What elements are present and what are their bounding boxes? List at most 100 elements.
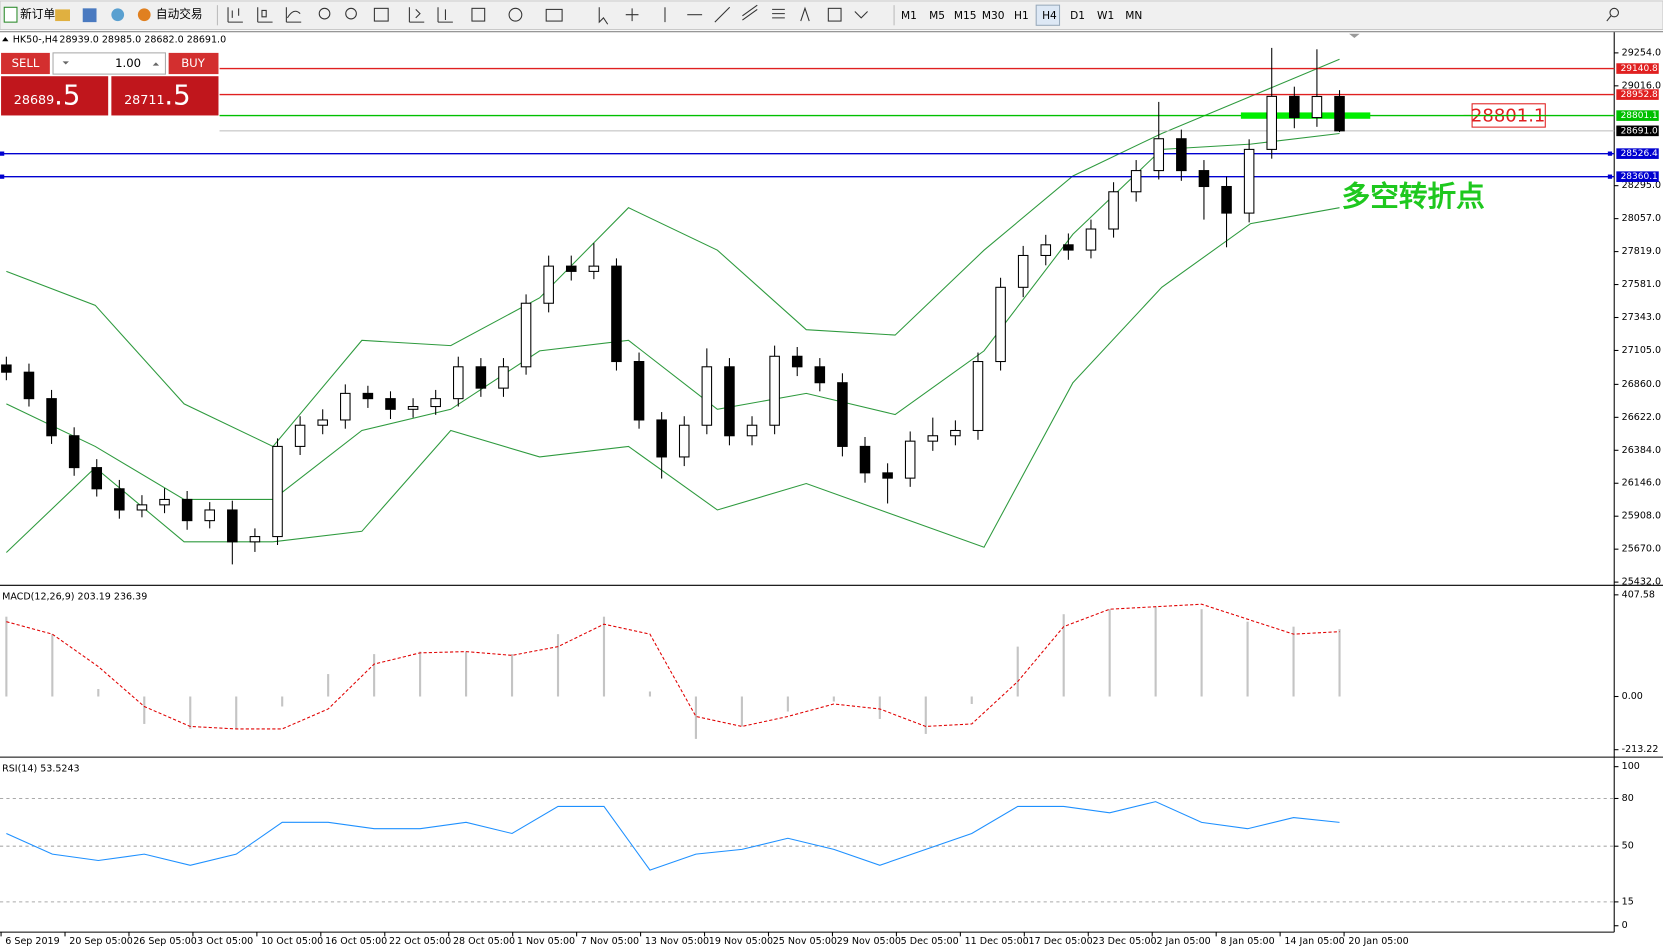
level-label: 28360.1	[1621, 172, 1658, 182]
candle-body	[746, 424, 758, 437]
candle-body	[814, 366, 826, 384]
x-tick-label: 13 Nov 05:00	[645, 936, 709, 947]
macd-bar	[235, 696, 238, 729]
icon[interactable]	[111, 8, 125, 22]
icon	[3, 6, 18, 23]
level-label: 29140.8	[1621, 64, 1658, 74]
timeframe[interactable]: W1	[1097, 10, 1114, 22]
icon[interactable]	[137, 8, 151, 22]
level-highlight	[1240, 112, 1371, 119]
timeframe[interactable]: D1	[1070, 10, 1085, 22]
buy-price-frac[interactable]: .5	[164, 78, 190, 111]
x-tick-label: 20 Jan 05:00	[1348, 936, 1408, 947]
sell-label[interactable]: SELL	[12, 56, 40, 70]
candle-body	[204, 509, 216, 522]
y-tick-label: 80	[1622, 793, 1634, 804]
macd-bar	[510, 654, 514, 697]
y-tick-label: 100	[1622, 761, 1640, 772]
buy-label[interactable]: BUY	[181, 56, 206, 70]
x-tick-label: 28 Oct 05:00	[453, 936, 515, 947]
macd-bar	[51, 634, 54, 697]
tool-icons[interactable]	[227, 4, 1619, 25]
x-tick-label: 20 Sep 05:00	[69, 936, 133, 947]
y-tick-label: 0	[1622, 920, 1628, 931]
level-tag	[1616, 148, 1659, 159]
candle-body	[656, 419, 667, 458]
macd-bar	[602, 616, 606, 697]
buy-button[interactable]	[168, 52, 219, 75]
macd-bar	[97, 689, 100, 697]
candle-body	[927, 435, 939, 442]
timeframe[interactable]: M15	[954, 10, 977, 22]
candle-body	[91, 467, 103, 490]
candle-body	[543, 265, 554, 304]
x-tick-label: 11 Dec 05:00	[965, 936, 1029, 947]
sell-price-frac[interactable]: .5	[54, 78, 80, 111]
macd-bar	[465, 651, 468, 697]
trade-panel: SELL 1.00 BUY 28689 .5 28711 .5	[0, 51, 220, 116]
y-tick-label: 28295.0	[1622, 180, 1661, 191]
candle-body	[430, 398, 441, 408]
x-tick-label: 5 Dec 05:00	[901, 936, 959, 947]
x-tick-label: 29 Nov 05:00	[837, 936, 901, 947]
level-label: 28801.1	[1621, 111, 1658, 121]
x-tick-label: 7 Nov 05:00	[581, 936, 639, 947]
candle-body	[724, 366, 735, 437]
candle-body	[1266, 95, 1278, 150]
auto-trading[interactable]: 自动交易	[156, 7, 203, 21]
x-tick-label: 2 Jan 05:00	[1156, 936, 1210, 947]
y-tick-label: 29016.0	[1622, 80, 1661, 91]
candle-body	[791, 355, 803, 368]
y-tick-label: 26860.0	[1622, 379, 1661, 390]
symbol: HK50-,H4	[13, 35, 58, 46]
macd-bar	[281, 696, 284, 707]
timeframe[interactable]: H1	[1014, 10, 1029, 22]
volume[interactable]: 1.00	[115, 56, 141, 70]
timeframe[interactable]: M1	[901, 10, 917, 22]
volume-input[interactable]	[52, 52, 166, 75]
icon[interactable]	[82, 8, 97, 23]
y-tick-label: 27343.0	[1622, 312, 1661, 323]
band-upper	[6, 58, 1340, 448]
buy-price[interactable]: 28711	[124, 92, 164, 107]
candle-body	[769, 355, 780, 426]
candle-body	[611, 265, 622, 363]
sell-button[interactable]	[1, 52, 50, 75]
sell-price-box[interactable]	[1, 76, 109, 116]
candle-body	[362, 392, 374, 400]
timeframe[interactable]: H4	[1042, 10, 1057, 22]
x-tick-label: 17 Dec 05:00	[1029, 936, 1093, 947]
y-tick-label: 27105.0	[1622, 345, 1661, 356]
bid-tag	[1616, 125, 1659, 137]
timeframe[interactable]: M5	[929, 10, 945, 22]
timeframe[interactable]: MN	[1125, 10, 1142, 22]
y-tick-label: 26384.0	[1622, 445, 1661, 456]
level-tag	[1616, 171, 1659, 182]
y-tick-label: 26622.0	[1622, 412, 1661, 423]
candle-body	[227, 509, 238, 543]
symbol-marker	[2, 36, 9, 42]
icon[interactable]	[55, 9, 70, 22]
toolbar-bg	[0, 0, 1663, 31]
candle-body	[1334, 95, 1345, 132]
y-tick-label: 29254.0	[1622, 47, 1661, 58]
level-handle	[1607, 174, 1613, 179]
macd-bar	[1292, 626, 1295, 697]
candle-body	[950, 429, 961, 437]
active-timeframe[interactable]	[1035, 4, 1061, 26]
timeframe[interactable]: M30	[982, 10, 1005, 22]
candle-body	[882, 472, 893, 479]
candle-body	[1221, 185, 1232, 214]
macd-bar	[1154, 606, 1157, 697]
level-tag	[1616, 63, 1659, 74]
x-tick-label: 23 Dec 05:00	[1093, 936, 1157, 947]
candle-body	[588, 265, 600, 272]
rsi-line	[6, 801, 1340, 871]
candle-body	[136, 504, 148, 511]
candle-body	[678, 424, 690, 458]
sell-price[interactable]: 28689	[14, 92, 54, 107]
macd-bar	[648, 691, 652, 697]
buy-price-box[interactable]	[111, 76, 219, 116]
new-order[interactable]: 新订单	[20, 7, 55, 21]
